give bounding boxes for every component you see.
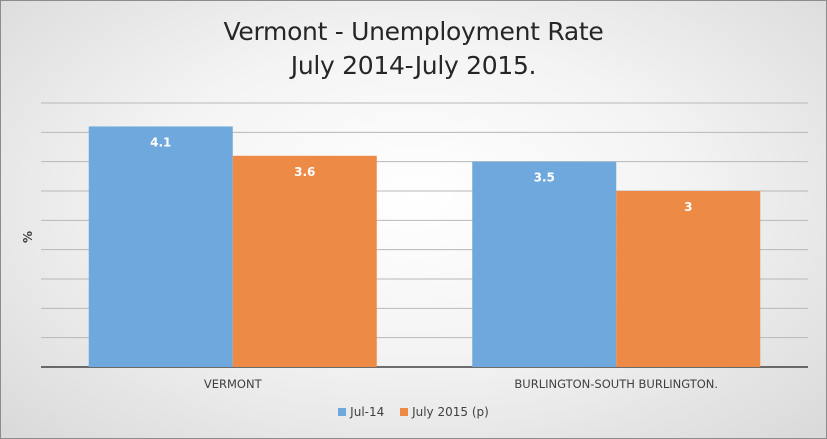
category-labels: VERMONT BURLINGTON-SOUTH BURLINGTON. (204, 377, 718, 391)
bar-1-0 (232, 155, 377, 367)
legend-swatch-july-2015 (400, 408, 409, 416)
data-label: 3.6 (294, 165, 315, 179)
legend-label-jul-14: Jul-14 (350, 405, 385, 419)
category-label: VERMONT (204, 377, 263, 391)
bar-1-1 (616, 191, 761, 367)
data-label: 3 (684, 200, 692, 214)
bar-0-0 (88, 126, 233, 367)
bars (88, 126, 761, 367)
category-label: BURLINGTON-SOUTH BURLINGTON. (514, 377, 718, 391)
chart-title-line-1: Vermont - Unemployment Rate (223, 17, 604, 46)
legend-item-jul-14: Jul-14 (338, 405, 384, 419)
legend-label-july-2015: July 2015 (p) (412, 405, 489, 419)
legend-item-july-2015: July 2015 (p) (400, 405, 489, 419)
y-axis-label: % (21, 231, 35, 243)
legend-swatch-jul-14 (338, 408, 347, 416)
chart-title: Vermont - Unemployment Rate July 2014-Ju… (1, 15, 826, 83)
chart-title-line-2: July 2014-July 2015. (290, 51, 537, 80)
bar-0-1 (472, 161, 617, 367)
legend: Jul-14 July 2015 (p) (1, 405, 826, 419)
data-labels: 4.1 3.6 3.5 3 (150, 135, 692, 214)
data-label: 3.5 (534, 171, 555, 185)
data-label: 4.1 (150, 135, 171, 149)
